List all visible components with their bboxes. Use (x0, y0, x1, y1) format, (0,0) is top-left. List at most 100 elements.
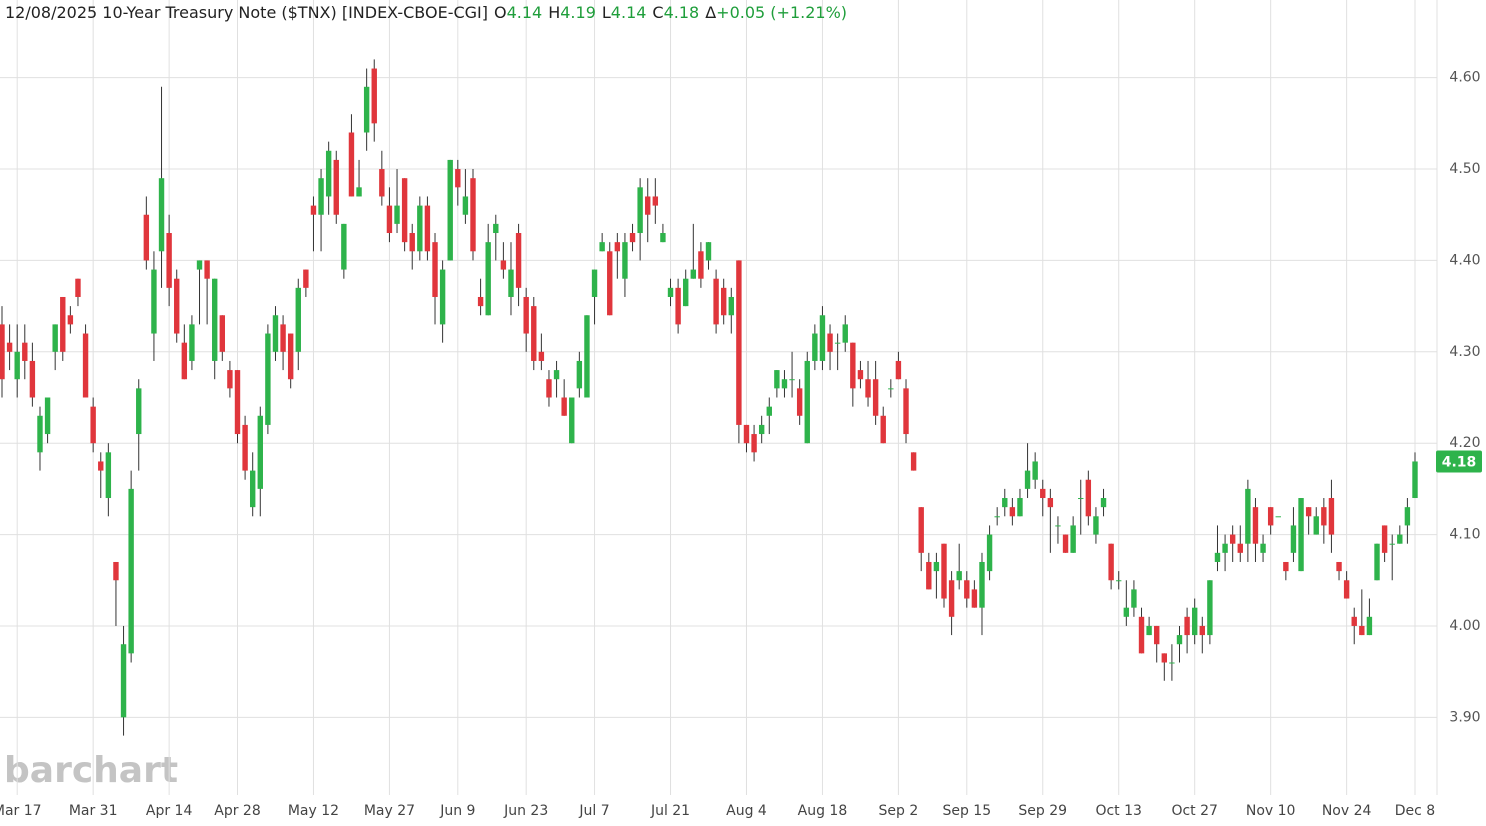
x-tick-label: Oct 13 (1095, 803, 1141, 819)
y-tick-label: 3.90 (1449, 709, 1480, 725)
last-price-badge (1436, 450, 1482, 473)
candle-body (333, 159, 339, 215)
candle-body (1070, 525, 1076, 553)
candle-body (265, 333, 271, 425)
candle-body (584, 315, 590, 398)
candle-body (1321, 507, 1327, 526)
candle-body (1017, 498, 1023, 517)
candle-body (1237, 543, 1243, 553)
candle-body (1328, 498, 1335, 535)
candle-body (964, 580, 970, 599)
candle-body (174, 278, 180, 334)
x-tick-label: Mar 31 (69, 803, 118, 819)
candle-body (1207, 580, 1213, 636)
candle-body (470, 178, 476, 252)
x-tick-label: Jun 23 (503, 803, 548, 819)
candle-body (599, 242, 605, 252)
x-tick-label: Sep 29 (1018, 803, 1067, 819)
candle-body (341, 223, 347, 270)
x-tick-label: Mar 17 (0, 803, 42, 819)
candle-body (113, 561, 119, 581)
candle-body (158, 178, 165, 252)
candle-body (105, 452, 112, 499)
y-tick-label: 4.40 (1449, 252, 1480, 268)
candle-body (234, 370, 241, 435)
candle-body (865, 379, 871, 398)
close-label: C (652, 3, 664, 22)
candle-body (1214, 552, 1221, 562)
candle-body (880, 415, 886, 444)
candle-body (812, 333, 818, 361)
candle-body (424, 205, 431, 252)
candle-body (637, 187, 643, 234)
candle-body (728, 296, 734, 316)
candle-body (52, 324, 58, 352)
candle-body (310, 205, 317, 215)
x-tick-label: Sep 15 (942, 803, 991, 819)
candle-body (181, 342, 188, 380)
candle-body (986, 534, 993, 572)
candle-body (1062, 534, 1069, 553)
candle-body (455, 169, 461, 188)
candle-body (462, 196, 469, 215)
candle-body (303, 269, 309, 288)
candle-body (781, 379, 788, 389)
x-tick-label: May 12 (288, 803, 339, 819)
candle-body (660, 233, 666, 243)
candle-body (500, 260, 507, 270)
candle-body (1404, 507, 1411, 526)
candle-body (789, 379, 795, 381)
candle-body (1298, 498, 1304, 572)
candle-body (827, 333, 833, 352)
y-tick-label: 4.20 (1449, 435, 1480, 451)
x-tick-label: Apr 28 (214, 803, 260, 819)
candle-body (212, 278, 218, 361)
header-title: 12/08/2025 10-Year Treasury Note ($TNX) … (5, 3, 488, 22)
candle-body (1040, 488, 1046, 499)
candle-body (1343, 580, 1350, 599)
candle-body (933, 561, 940, 572)
candle-body (219, 315, 226, 352)
candle-body (743, 424, 750, 444)
candle-body (394, 205, 400, 224)
candle-body (614, 242, 621, 252)
candle-body (842, 324, 848, 343)
candle-body (591, 269, 598, 297)
candle-body (766, 406, 772, 416)
candle-body (439, 269, 446, 325)
candle-body (325, 150, 332, 197)
candle-body (1116, 580, 1122, 582)
candle-body (447, 159, 453, 261)
candle-body (1131, 589, 1137, 608)
candle-body (1351, 616, 1357, 626)
candle-body (796, 388, 803, 416)
candle-body (1002, 498, 1008, 508)
candle-body (1154, 625, 1160, 645)
candle-body (227, 370, 233, 389)
candle-body (538, 351, 545, 361)
x-tick-label: Jul 21 (650, 803, 690, 819)
candle-body (1305, 507, 1312, 517)
candle-body (971, 589, 978, 608)
candle-body (523, 296, 529, 334)
candle-body (872, 379, 879, 416)
candle-body (819, 315, 826, 361)
x-tick-label: Aug 18 (798, 803, 848, 819)
candle-body (705, 242, 712, 261)
open-label: O (494, 3, 507, 22)
candle-body (356, 187, 362, 197)
candle-body (910, 452, 917, 471)
close-value: 4.18 (663, 3, 700, 22)
candle-body (1229, 534, 1236, 544)
candle-body (736, 260, 742, 425)
candle-body (1381, 525, 1388, 553)
candle-body (895, 360, 902, 380)
candle-body (1359, 625, 1365, 636)
candle-body (318, 178, 324, 215)
y-tick-label: 4.00 (1449, 618, 1480, 634)
x-tick-label: Dec 8 (1395, 803, 1435, 819)
candle-body (166, 233, 172, 288)
watermark: barchart (4, 750, 178, 791)
candle-body (926, 561, 932, 590)
